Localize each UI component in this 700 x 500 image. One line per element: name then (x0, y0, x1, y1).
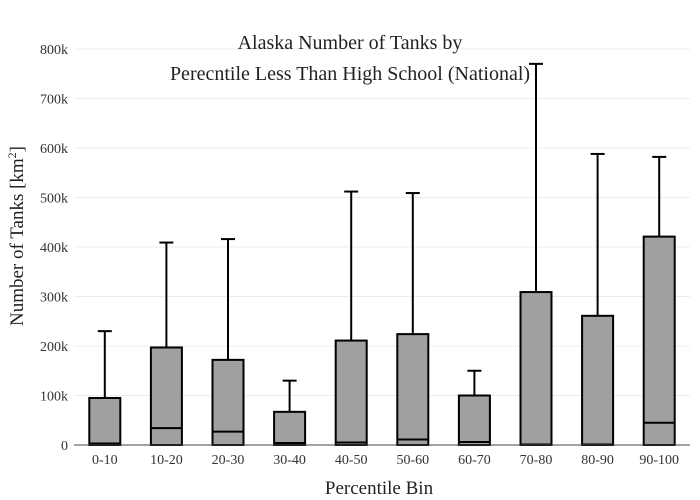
grid-lines (74, 48, 690, 396)
x-tick-label: 60-70 (458, 453, 491, 468)
iqr-box (642, 235, 676, 446)
iqr-box (519, 291, 553, 447)
y-tick-label: 300k (40, 291, 68, 306)
box-plot-60-70 (457, 369, 491, 446)
iqr-box (334, 339, 368, 446)
y-axis-title-superscript: 2 (5, 152, 19, 158)
box-plot-90-100 (642, 155, 676, 446)
box-plot-30-40 (273, 379, 307, 446)
x-tick-label: 90-100 (639, 453, 679, 468)
chart-title-line-1: Alaska Number of Tanks by (238, 32, 463, 54)
y-tick-label: 200k (40, 340, 68, 355)
y-tick-label: 500k (40, 192, 68, 207)
x-tick-label: 40-50 (335, 453, 368, 468)
x-tick-labels: 0-10 10-20 20-30 30-40 40-50 50-60 60-70 70-80 8… (92, 453, 679, 468)
y-tick-label: 0 (61, 439, 68, 454)
y-tick-label: 400k (40, 241, 68, 256)
iqr-box (457, 394, 491, 446)
box-plot-40-50 (334, 190, 368, 446)
y-axis-title-main: Number of Tanks [km (7, 158, 28, 326)
x-tick-label: 80-90 (581, 453, 614, 468)
chart-title-line-2: Perecntile Less Than High School (Nation… (170, 63, 530, 85)
x-tick-label: 20-30 (212, 453, 245, 468)
x-tick-label: 50-60 (396, 453, 429, 468)
iqr-box (581, 314, 615, 446)
x-tick-label: 30-40 (273, 453, 306, 468)
x-tick-label: 10-20 (150, 453, 183, 468)
iqr-box (396, 333, 430, 446)
box-plot-80-90 (581, 152, 615, 446)
y-tick-labels: 0 100k 200k 300k 400k 500k 600k 700k 800k (40, 43, 68, 454)
box-plot-50-60 (396, 192, 430, 446)
box-plot-0-10 (88, 330, 122, 447)
y-tick-label: 100k (40, 390, 68, 405)
y-tick-label: 600k (40, 142, 68, 157)
y-tick-label: 700k (40, 93, 68, 108)
iqr-box (88, 396, 122, 447)
x-axis-title: Percentile Bin (325, 478, 434, 499)
y-axis-title-end: ] (7, 146, 28, 152)
x-tick-label: 70-80 (520, 453, 553, 468)
iqr-box (149, 346, 183, 446)
y-tick-label: 800k (40, 43, 68, 58)
box-plot-70-80 (519, 62, 553, 447)
iqr-box (273, 410, 307, 446)
box-plot-20-30 (211, 238, 245, 446)
box-series (88, 62, 676, 447)
box-plot-10-20 (149, 241, 183, 446)
y-axis-title: Number of Tanks [km2] (5, 146, 28, 326)
x-tick-label: 0-10 (92, 453, 118, 468)
